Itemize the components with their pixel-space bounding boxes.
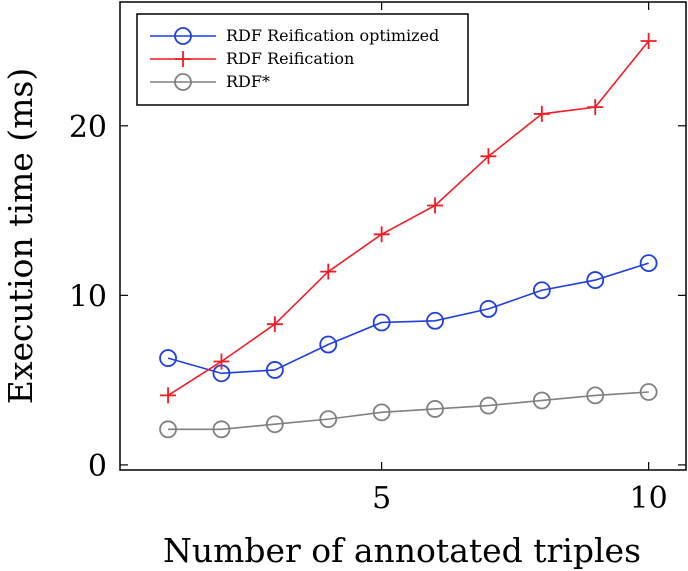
rdf-reification-point — [320, 263, 337, 280]
rdf-reification-optimized-point — [479, 300, 498, 318]
rdf-reification-point — [533, 105, 550, 122]
rdf-reification-optimized-point — [372, 313, 391, 332]
rdf-reification-optimized-point — [426, 311, 444, 330]
rdf-point — [265, 415, 284, 434]
series-rdf-reification — [160, 33, 657, 404]
y-axis-label: Execution time (ms) — [1, 68, 40, 405]
series-layer — [159, 33, 658, 439]
rdf-reification-point — [373, 226, 390, 243]
rdf-reification-point — [266, 316, 283, 333]
rdf-point — [319, 410, 338, 429]
rdf-reification-optimized-point — [532, 281, 551, 300]
legend-entry-rdf: RDF* — [150, 72, 270, 91]
y-axis: 0 10 20 — [69, 110, 686, 484]
rdf-reification-point — [213, 353, 230, 370]
rdf-point — [639, 383, 658, 401]
legend-label: RDF Reification — [226, 49, 354, 68]
y-tick-label: 10 — [69, 279, 107, 314]
series-rdf-reification-optimized — [159, 254, 658, 383]
rdf-reification-line — [167, 40, 650, 397]
rdf-reification-optimized-point — [586, 271, 605, 289]
x-axis-label: Number of annotated triples — [163, 531, 641, 570]
rdf-point — [212, 420, 231, 439]
rdf-reification-point — [480, 148, 497, 165]
x-axis: 5 10 — [372, 2, 668, 516]
rdf-point — [372, 403, 391, 422]
y-tick-label: 0 — [88, 449, 107, 484]
rdf-line — [168, 391, 649, 431]
legend-entry-rdf-reification: RDF Reification — [150, 49, 354, 68]
rdf-reification-optimized-line — [167, 262, 649, 375]
rdf-reification-point — [160, 387, 177, 404]
legend-label: RDF Reification optimized — [226, 26, 439, 45]
rdf-reification-point — [587, 99, 604, 116]
legend-marker — [174, 73, 192, 91]
legend-marker — [175, 51, 191, 67]
y-tick-label: 20 — [69, 110, 107, 145]
rdf-point — [532, 391, 551, 410]
legend-entry-rdf-reification-optimized: RDF Reification optimized — [150, 26, 439, 45]
rdf-point — [426, 400, 444, 418]
rdf-point — [159, 420, 177, 439]
rdf-reification-optimized-point — [159, 349, 177, 367]
rdf-reification-point — [640, 33, 657, 49]
rdf-reification-point — [427, 197, 444, 214]
legend-label: RDF* — [226, 72, 270, 91]
plot-frame — [119, 1, 687, 471]
rdf-reification-optimized-point — [639, 254, 658, 273]
legend-marker — [174, 27, 192, 45]
rdf-reification-optimized-point — [265, 361, 284, 379]
rdf-reification-optimized-point — [319, 335, 338, 354]
series-rdf — [159, 383, 658, 439]
rdf-point — [479, 396, 498, 415]
rdf-point — [586, 386, 605, 405]
x-tick-label: 5 — [372, 481, 391, 516]
legend: RDF Reification optimized RDF Reification… — [136, 13, 469, 106]
x-tick-label: 10 — [630, 481, 668, 516]
